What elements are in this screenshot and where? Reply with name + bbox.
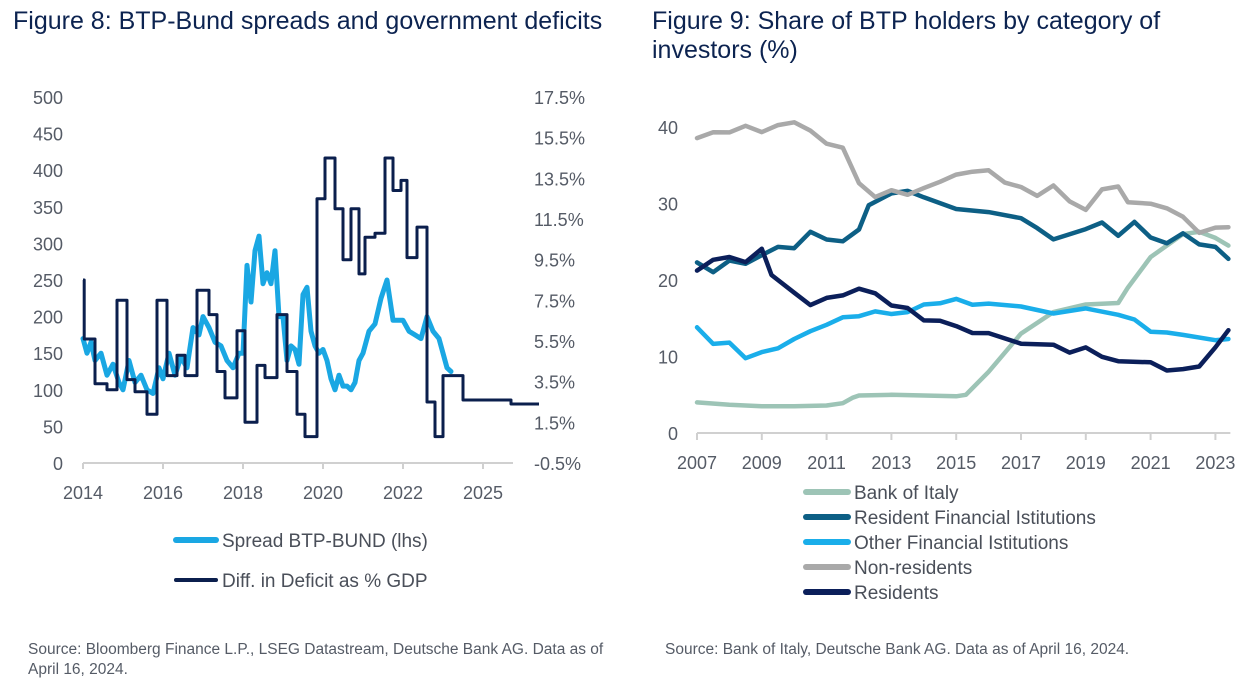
- fig8-series-spread-line: [80, 233, 454, 396]
- fig8-y-left-tick-label: 450: [33, 125, 63, 145]
- fig8-y-left-tick-label: 400: [33, 161, 63, 181]
- fig8-y-left-tick-label: 300: [33, 234, 63, 254]
- fig9-x-tick-label: 2015: [936, 453, 976, 473]
- fig8-x-tick-label: 2016: [143, 483, 183, 503]
- fig9-x-tick-label: 2019: [1066, 453, 1106, 473]
- fig8-y-right-tick-label: 13.5%: [534, 169, 585, 189]
- fig8-y-left-tick-label: 500: [33, 88, 63, 108]
- fig8-y-right-tick-label: 3.5%: [534, 373, 575, 393]
- fig8-y-right-tick-label: 11.5%: [534, 210, 584, 230]
- fig9-series-non-residentsline: [694, 120, 1231, 236]
- fig9-y-tick-label: 0: [668, 424, 678, 444]
- fig9-series-other-financial-istitutionsline: [694, 296, 1231, 361]
- fig8-y-right-tick-label: -0.5%: [534, 454, 581, 474]
- fig8-y-left-tick-label: 0: [53, 454, 63, 474]
- fig8-x-tick-label: 2014: [63, 483, 103, 503]
- fig9-legend-label: Bank of Italy: [854, 483, 959, 504]
- fig9-x-tick-label: 2017: [1001, 453, 1041, 473]
- figure8-title: Figure 8: BTP-Bund spreads and governmen…: [13, 7, 603, 35]
- fig8-y-left-tick-label: 150: [33, 344, 63, 364]
- fig9-x-tick-label: 2009: [742, 453, 782, 473]
- fig8-y-left-tick-label: 50: [43, 417, 63, 437]
- fig8-legend-label: Diff. in Deficit as % GDP: [222, 571, 428, 592]
- fig8-x-tick-label: 2022: [383, 483, 423, 503]
- fig8-y-left-tick-label: 100: [33, 381, 63, 401]
- fig9-y-tick-label: 10: [658, 348, 678, 368]
- fig9-series-resident-financial-istitutionsline: [694, 188, 1231, 275]
- fig9-y-tick-label: 40: [658, 118, 678, 138]
- fig8-x-tick-label: 2025: [463, 483, 503, 503]
- fig8-series-deficit-line: [82, 156, 539, 439]
- figure9-title: Figure 9: Share of BTP holders by catego…: [652, 7, 1161, 64]
- figure8-source: Source: Bloomberg Finance L.P., LSEG Dat…: [28, 641, 604, 678]
- fig9-legend-label: Resident Financial Istitutions: [854, 508, 1096, 529]
- fig8-legend-label: Spread BTP-BUND (lhs): [222, 531, 428, 552]
- fig9-legend-label: Non-residents: [854, 558, 972, 579]
- fig9-x-tick-label: 2007: [677, 453, 717, 473]
- fig9-legend-label: Other Financial Istitutions: [854, 533, 1068, 554]
- fig8-y-left-tick-label: 250: [33, 271, 63, 291]
- fig8-y-left-tick-label: 200: [33, 308, 63, 328]
- fig8-x-tick-label: 2020: [303, 483, 343, 503]
- fig9-legend-label: Residents: [854, 583, 939, 604]
- fig8-y-right-tick-label: 9.5%: [534, 251, 575, 271]
- fig8-y-right-tick-label: 5.5%: [534, 332, 575, 352]
- fig9-x-tick-label: 2013: [871, 453, 911, 473]
- fig8-x-tick-label: 2018: [223, 483, 263, 503]
- fig9-series-residentsline: [694, 246, 1231, 373]
- fig8-y-right-tick-label: 17.5%: [534, 88, 585, 108]
- fig8-y-right-tick-label: 1.5%: [534, 413, 575, 433]
- fig9-x-tick-label: 2011: [807, 453, 846, 473]
- fig8-y-right-tick-label: 15.5%: [534, 129, 585, 149]
- fig9-x-tick-label: 2021: [1131, 453, 1171, 473]
- figure9-source: Source: Bank of Italy, Deutsche Bank AG.…: [665, 641, 1130, 658]
- fig8-y-right-tick-label: 7.5%: [534, 291, 575, 311]
- fig9-y-tick-label: 30: [658, 195, 678, 215]
- fig9-series-bank-of-italyline: [694, 229, 1231, 409]
- fig9-y-tick-label: 20: [658, 271, 678, 291]
- fig9-x-tick-label: 2023: [1195, 453, 1235, 473]
- fig8-y-left-tick-label: 350: [33, 198, 63, 218]
